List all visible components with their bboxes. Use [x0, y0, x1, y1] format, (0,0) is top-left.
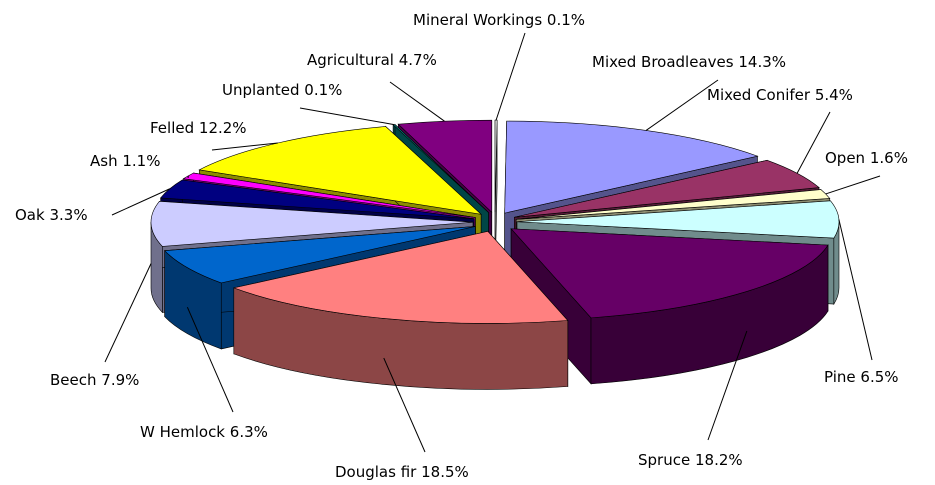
slice-label: Unplanted 0.1%: [222, 81, 342, 99]
leader-line: [104, 263, 152, 363]
slice-label: Pine 6.5%: [824, 368, 899, 386]
label-value: 18.5%: [421, 463, 469, 481]
leader-line: [383, 357, 426, 453]
label-name: Agricultural: [307, 51, 394, 69]
slice: [182, 172, 476, 218]
label-value: 0.1%: [304, 81, 342, 99]
slice-label: Oak 3.3%: [15, 206, 88, 224]
leader-line: [186, 307, 234, 413]
slice-label: Spruce 18.2%: [638, 451, 743, 469]
label-value: 4.7%: [399, 51, 437, 69]
slice-label: Ash 1.1%: [90, 152, 160, 170]
label-name: Douglas fir: [335, 463, 417, 481]
label-name: Mixed Broadleaves: [592, 53, 734, 71]
slice: [160, 179, 475, 220]
leader-line: [211, 142, 278, 151]
slice: [150, 201, 474, 247]
label-name: Unplanted: [222, 81, 300, 99]
slice-label: Mineral Workings 0.1%: [413, 11, 585, 29]
label-value: 7.9%: [101, 371, 139, 389]
slice-label: Mixed Broadleaves 14.3%: [592, 53, 786, 71]
leader-line: [796, 111, 831, 174]
slice-label: Felled 12.2%: [150, 119, 247, 137]
leader-line: [299, 107, 395, 126]
label-name: W Hemlock: [140, 423, 225, 441]
label-value: 1.6%: [870, 149, 908, 167]
label-name: Felled: [150, 119, 194, 137]
label-name: Spruce: [638, 451, 690, 469]
slice: [164, 226, 476, 284]
leader-line: [495, 32, 526, 121]
label-name: Mineral Workings: [413, 11, 542, 29]
slice: [198, 126, 483, 215]
leader-line: [389, 81, 445, 122]
label-value: 5.4%: [815, 86, 853, 104]
slice: [397, 119, 493, 213]
label-value: 18.2%: [695, 451, 743, 469]
label-name: Mixed Conifer: [707, 86, 811, 104]
slice-label: W Hemlock 6.3%: [140, 423, 268, 441]
slice: [510, 228, 829, 319]
label-name: Pine: [824, 368, 856, 386]
slice-label: Mixed Conifer 5.4%: [707, 86, 853, 104]
leader-line: [825, 175, 881, 195]
label-value: 3.3%: [49, 206, 87, 224]
slice-label: Beech 7.9%: [50, 371, 139, 389]
leader-line: [707, 330, 748, 441]
label-name: Oak: [15, 206, 45, 224]
label-value: 12.2%: [199, 119, 247, 137]
leader-line: [838, 219, 873, 361]
label-name: Open: [825, 149, 865, 167]
leader-line: [645, 79, 719, 131]
label-name: Beech: [50, 371, 97, 389]
label-name: Ash: [90, 152, 118, 170]
label-value: 6.3%: [230, 423, 268, 441]
slice: [494, 119, 498, 213]
slice: [516, 200, 840, 239]
label-value: 6.5%: [860, 368, 898, 386]
label-value: 14.3%: [738, 53, 786, 71]
label-value: 1.1%: [122, 152, 160, 170]
slice: [232, 231, 569, 324]
slice-label: Open 1.6%: [825, 149, 908, 167]
label-value: 0.1%: [547, 11, 585, 29]
leader-line: [111, 188, 171, 216]
slice-label: Agricultural 4.7%: [307, 51, 437, 69]
slice-label: Douglas fir 18.5%: [335, 463, 469, 481]
